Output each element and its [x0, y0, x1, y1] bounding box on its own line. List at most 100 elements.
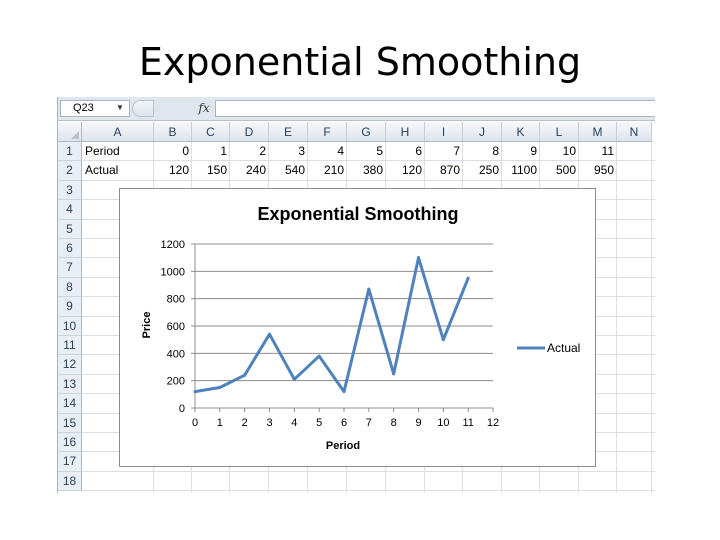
x-tick-label: 5: [316, 417, 322, 429]
row-header[interactable]: 9: [58, 297, 82, 317]
grid-column-line: [651, 142, 652, 493]
x-axis-title: Period: [326, 440, 360, 452]
row-header[interactable]: 8: [58, 277, 82, 298]
x-tick-label: 6: [341, 417, 347, 429]
data-point: [417, 256, 420, 260]
cell[interactable]: 2: [259, 144, 266, 158]
select-all-corner[interactable]: [58, 122, 82, 142]
insert-function-icon[interactable]: fx: [198, 101, 210, 115]
column-header[interactable]: I: [425, 122, 463, 142]
cell[interactable]: 950: [593, 163, 614, 178]
cell[interactable]: 380: [362, 163, 383, 178]
formula-bar-resize-handle[interactable]: [132, 100, 154, 117]
row-header[interactable]: 4: [58, 200, 82, 220]
legend: Actual: [517, 341, 580, 355]
y-tick-label: 1200: [161, 239, 185, 251]
row-header[interactable]: 13: [58, 374, 82, 395]
row-header[interactable]: 5: [58, 219, 82, 239]
slide-title: Exponential Smoothing: [138, 40, 582, 84]
data-point: [441, 338, 445, 342]
grid-row-line: [82, 470, 655, 472]
y-tick-label: 800: [167, 294, 185, 306]
cell[interactable]: 1: [220, 144, 227, 158]
data-point: [342, 390, 346, 394]
select-all-icon: [71, 131, 79, 139]
cell[interactable]: 8: [492, 144, 499, 158]
name-box[interactable]: Q23: [60, 100, 130, 117]
cell[interactable]: 210: [323, 163, 344, 178]
column-header[interactable]: A: [82, 122, 154, 142]
x-tick-label: 11: [462, 417, 473, 429]
row-header[interactable]: 3: [58, 180, 82, 201]
cell[interactable]: 120: [168, 163, 189, 178]
x-tick-label: 1: [217, 417, 223, 429]
row-header[interactable]: 1: [58, 142, 82, 162]
y-tick-label: 0: [179, 403, 185, 415]
y-axis-title: Price: [141, 312, 153, 339]
row-header[interactable]: 6: [58, 239, 82, 259]
x-tick-label: 0: [192, 417, 198, 429]
series-line-actual: [194, 256, 470, 394]
column-header[interactable]: M: [579, 122, 617, 142]
y-tick-label: 1000: [161, 266, 185, 278]
row-header[interactable]: 18: [58, 471, 82, 492]
cell[interactable]: Actual: [85, 163, 119, 178]
cell[interactable]: 240: [245, 163, 266, 178]
column-header[interactable]: L: [540, 122, 579, 142]
x-tick-label: 4: [291, 417, 297, 429]
x-tick-label: 8: [391, 417, 397, 429]
column-header[interactable]: F: [308, 122, 347, 142]
cell[interactable]: 1100: [511, 163, 537, 178]
row-header[interactable]: 2: [58, 161, 82, 181]
data-point: [218, 386, 222, 389]
row-header[interactable]: 7: [58, 258, 82, 278]
cell[interactable]: 3: [298, 144, 305, 158]
data-point: [392, 372, 396, 376]
column-header[interactable]: E: [269, 122, 308, 142]
cell[interactable]: 9: [530, 144, 537, 158]
cell[interactable]: 10: [562, 144, 576, 158]
column-header[interactable]: G: [347, 122, 386, 142]
grid-row-line: [82, 490, 655, 492]
data-point: [268, 332, 271, 336]
cell[interactable]: 250: [478, 163, 499, 178]
column-header[interactable]: D: [230, 122, 269, 142]
cell[interactable]: 870: [439, 163, 460, 178]
row-header[interactable]: 17: [58, 452, 82, 472]
column-header[interactable]: C: [192, 122, 230, 142]
row-header[interactable]: 15: [58, 413, 82, 433]
column-header[interactable]: K: [502, 122, 540, 142]
data-point: [466, 276, 470, 280]
row-header[interactable]: 14: [58, 394, 82, 414]
cell[interactable]: 150: [206, 163, 227, 178]
row-header[interactable]: 12: [58, 355, 82, 375]
column-header[interactable]: N: [617, 122, 652, 142]
data-point: [243, 373, 247, 377]
cell[interactable]: 7: [453, 144, 460, 158]
data-point: [193, 390, 197, 394]
cell[interactable]: 540: [284, 163, 305, 178]
row-header[interactable]: 16: [58, 433, 82, 453]
formula-input[interactable]: [215, 100, 655, 117]
cell[interactable]: 5: [376, 144, 383, 158]
column-header[interactable]: J: [463, 122, 502, 142]
cell[interactable]: 120: [401, 163, 422, 178]
cell[interactable]: 0: [182, 144, 189, 158]
name-box-dropdown-icon[interactable]: ▼: [116, 103, 124, 112]
row-header[interactable]: 11: [58, 336, 82, 356]
cell[interactable]: 4: [337, 144, 344, 158]
x-tick-label: 7: [366, 417, 372, 429]
column-header[interactable]: B: [154, 122, 192, 142]
cell[interactable]: 500: [555, 163, 576, 178]
x-tick-label: 9: [415, 417, 421, 429]
data-point: [367, 287, 371, 291]
cell[interactable]: 11: [601, 144, 614, 158]
x-tick-label: 2: [242, 417, 248, 429]
x-tick-label: 12: [487, 417, 499, 429]
row-header[interactable]: 10: [58, 316, 82, 336]
column-header[interactable]: H: [386, 122, 425, 142]
cell[interactable]: 6: [415, 144, 422, 158]
data-point: [292, 377, 296, 381]
line-chart[interactable]: Exponential Smoothing 0 200 400 600 800 1000 1…: [119, 188, 596, 467]
cell[interactable]: Period: [85, 144, 120, 158]
